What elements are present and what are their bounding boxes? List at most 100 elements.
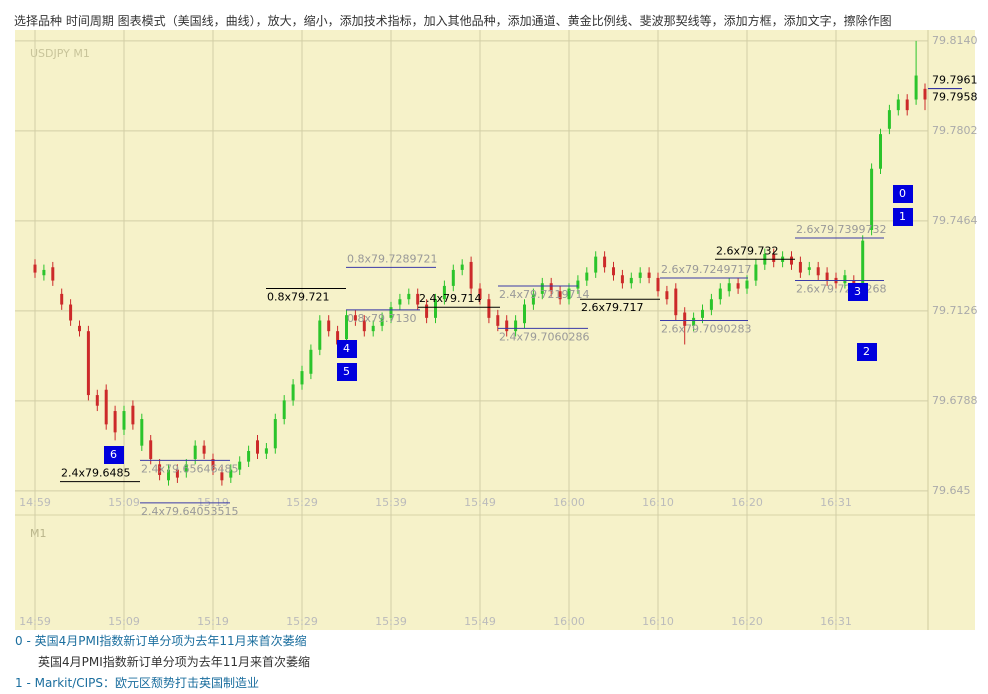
candle-body (692, 317, 696, 326)
candle-body (896, 99, 900, 111)
event-label[interactable]: 5 (343, 365, 350, 378)
candle-body (683, 312, 687, 326)
level-label: 0.8x79.7289721 (347, 252, 438, 265)
candle-body (51, 267, 55, 281)
event-label[interactable]: 3 (854, 285, 861, 298)
candle-body (309, 349, 313, 374)
x-tick-label: 16:31 (820, 496, 852, 509)
candle-body (398, 299, 402, 305)
y-tick-label: 79.6788 (932, 394, 978, 407)
candle-body (442, 285, 446, 300)
candle-body (540, 283, 544, 294)
candle-body (825, 272, 829, 281)
candle-body (620, 275, 624, 284)
y-tick-label: 79.7126 (932, 304, 978, 317)
candle-body (434, 299, 437, 318)
candle-body (558, 291, 562, 300)
candle-body (336, 331, 340, 345)
candle-body (42, 269, 46, 276)
x-tick-label: 16:00 (553, 615, 585, 628)
level-label: 2.4x79.7060286 (499, 330, 590, 343)
y-tick-label: 79.7802 (932, 124, 978, 137)
candle-body (816, 267, 820, 276)
candle-body (638, 272, 642, 278)
level-label: 2.4x79.7219714 (499, 288, 590, 301)
candle-body (923, 88, 927, 100)
level-label: 2.6x79.7249717 (661, 263, 752, 276)
candle-body (33, 264, 37, 273)
x-tick-label: 16:10 (642, 496, 674, 509)
candle-body (612, 267, 615, 276)
candle-body (674, 288, 678, 316)
candle-body (202, 445, 206, 454)
event-label[interactable]: 4 (343, 342, 350, 355)
y-tick-label: 79.7464 (932, 214, 978, 227)
x-tick-label: 16:20 (731, 615, 763, 628)
x-tick-label: 15:19 (197, 615, 229, 628)
x-tick-label: 14:59 (19, 496, 51, 509)
candle-body (220, 472, 224, 481)
candle-body (879, 134, 882, 169)
event-label[interactable]: 0 (899, 187, 906, 200)
level-label: 2.4x79.714 (419, 292, 482, 305)
event-label[interactable]: 6 (110, 448, 117, 461)
event-marker (893, 185, 913, 203)
candle-body (131, 405, 135, 425)
event-label[interactable]: 1 (899, 210, 906, 223)
candle-body (914, 75, 918, 100)
candle-body (247, 450, 251, 462)
candle-body (647, 272, 651, 278)
candle-body (469, 261, 473, 289)
candle-body (416, 293, 420, 305)
chart: USDJPY M1 M1 79.645 79.6788 79.7126 79.7464… (15, 30, 978, 630)
toolbar[interactable]: 选择品种 时间周期 图表模式（美国线，曲线），放大，缩小，添加技术指标，加入其他… (14, 14, 892, 28)
candle-body (291, 384, 295, 401)
price-label: 79.7961 (932, 74, 978, 87)
candle-body (69, 304, 73, 321)
candle-body (113, 411, 117, 433)
event-marker (337, 340, 357, 358)
chart-title: USDJPY M1 (30, 47, 90, 60)
candle-body (594, 256, 598, 273)
candle-body (861, 240, 865, 284)
level-label: 2.4x79.64053515 (141, 505, 239, 518)
news-title[interactable]: 1 - Markit/CIPS：欧元区颓势打击英国制造业 (15, 676, 260, 690)
candle-body (870, 168, 874, 230)
candle-body (371, 325, 375, 332)
candle-body (425, 304, 429, 318)
candle-body (567, 288, 571, 300)
candle-body (665, 291, 669, 300)
candle-body (754, 264, 758, 281)
x-tick-label: 15:29 (286, 496, 318, 509)
candle-body (790, 256, 793, 265)
event-label[interactable]: 2 (863, 345, 870, 358)
candle-body (478, 288, 482, 300)
x-tick-label: 15:29 (286, 615, 318, 628)
candle-body (496, 315, 500, 326)
candle-body (149, 440, 153, 459)
candle-body (273, 419, 277, 449)
candle-body (78, 325, 81, 332)
news-title[interactable]: 0 - 英国4月PMI指数新订单分项为去年11月来首次萎缩 (15, 634, 307, 648)
sub-pane-title: M1 (30, 527, 47, 540)
candle-body (514, 320, 518, 332)
candle-body (140, 419, 144, 446)
x-tick-label: 15:39 (375, 615, 407, 628)
candle-body (701, 309, 704, 318)
candle-body (718, 288, 722, 300)
y-tick-label: 79.645 (932, 484, 971, 497)
x-tick-label: 15:49 (464, 496, 496, 509)
candle-body (745, 280, 749, 289)
y-tick-label: 79.8140 (932, 34, 978, 47)
event-marker (104, 446, 124, 464)
x-tick-label: 16:20 (731, 496, 763, 509)
candle-body (95, 395, 99, 406)
level-label: 2.6x79.717 (581, 301, 644, 314)
event-marker (337, 363, 357, 381)
candle-body (807, 267, 811, 270)
candle-body (104, 389, 108, 425)
candle-body (905, 99, 909, 111)
candle-body (300, 371, 304, 385)
candle-body (122, 411, 126, 430)
